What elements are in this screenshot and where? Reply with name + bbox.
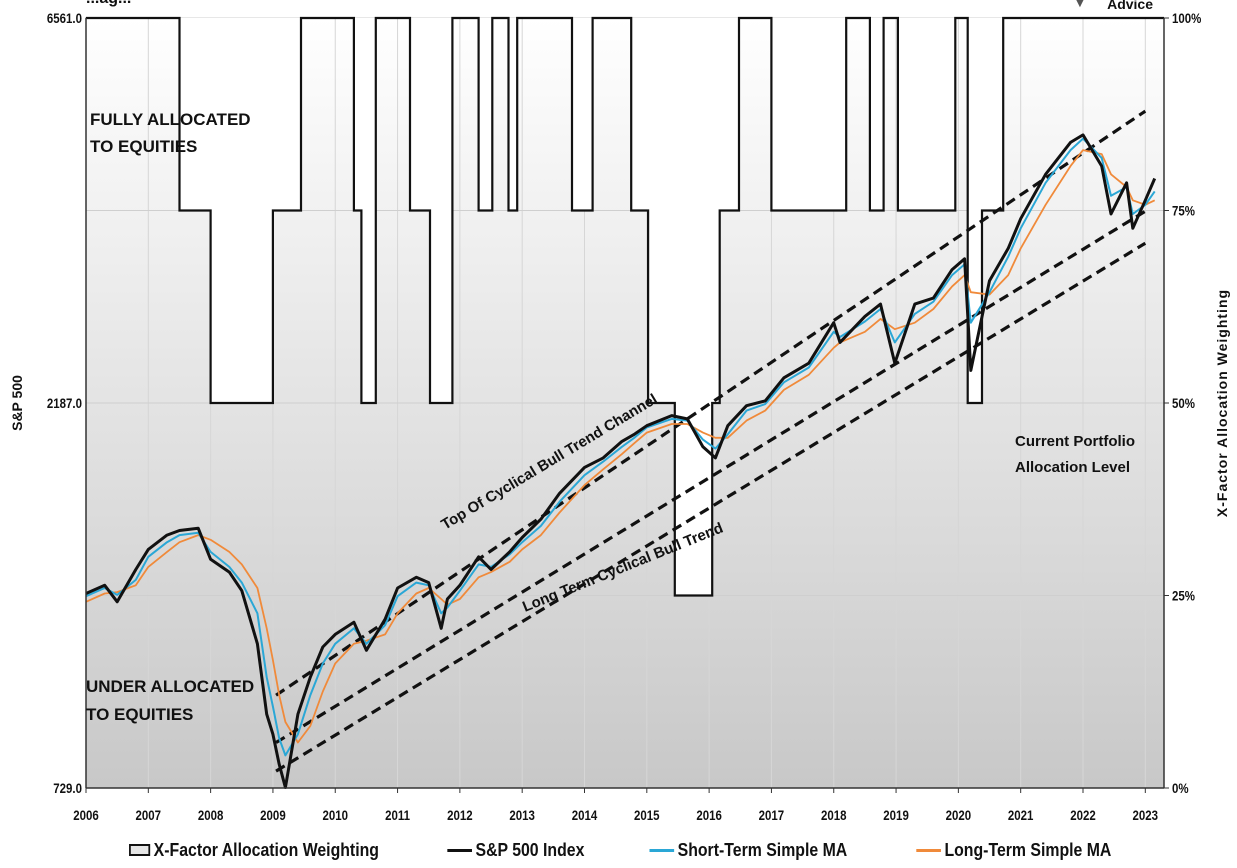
x-tick-label-2016: 2016	[696, 807, 722, 823]
allocation-area	[86, 18, 1164, 596]
legend-item-allocation: X-Factor Allocation Weighting	[129, 840, 379, 861]
annotation-under-allocated-2: TO EQUITIES	[86, 705, 193, 724]
x-tick-label-2018: 2018	[821, 807, 847, 823]
right-tick-label-75%: 75%	[1172, 202, 1196, 218]
legend-label-allocation: X-Factor Allocation Weighting	[154, 839, 380, 860]
axis-layer: 2006 2007 2008 2009 2010 2011 2012 2013 2014 2015…	[47, 10, 1202, 823]
x-tick-label-2014: 2014	[572, 807, 598, 823]
chart-title-fragment: ...ag...	[86, 0, 131, 8]
right-tick-label-100%: 100%	[1172, 10, 1202, 26]
x-tick-label-2022: 2022	[1070, 807, 1096, 823]
annotation-fully-allocated-2: TO EQUITIES	[90, 137, 197, 156]
x-tick-label-2019: 2019	[883, 807, 909, 823]
x-tick-label-2020: 2020	[946, 807, 972, 823]
left-tick-label-2187.0: 2187.0	[47, 395, 82, 411]
x-tick-label-2011: 2011	[385, 807, 410, 823]
legend-swatch-sp500	[447, 848, 473, 852]
annotation-under-allocated-1: UNDER ALLOCATED	[86, 677, 254, 696]
channel-bottom-line	[275, 241, 1147, 773]
series-line-long-term-simple-ma	[85, 149, 1156, 744]
annotation-fully-allocated-1: FULLY ALLOCATED	[90, 110, 251, 129]
right-tick-label-25%: 25%	[1172, 587, 1196, 603]
allocation-layer	[86, 16, 1164, 597]
annotation-current-level-1: Current Portfolio	[1015, 433, 1135, 450]
x-tick-label-2010: 2010	[322, 807, 348, 823]
channel-layer	[275, 109, 1147, 773]
legend-swatch-allocation	[129, 844, 151, 856]
channel-top-line	[275, 109, 1147, 697]
right-axis-label: X-Factor Allocation Weighting	[1214, 289, 1230, 517]
x-tick-label-2021: 2021	[1008, 807, 1034, 823]
series-line-short-term-simple-ma	[85, 137, 1156, 757]
x-tick-label-2012: 2012	[447, 807, 473, 823]
brand-name: Advice	[1107, 0, 1153, 12]
legend-label-sp500: S&P 500 Index	[475, 839, 585, 860]
x-tick-label-2013: 2013	[509, 807, 535, 823]
x-tick-label-2008: 2008	[198, 807, 224, 823]
allocation-line	[86, 16, 1164, 597]
right-tick-label-50%: 50%	[1172, 395, 1196, 411]
right-tick-label-0%: 0%	[1172, 780, 1189, 796]
series-line-s-p-500-index	[85, 133, 1157, 789]
channel-mid-line	[275, 209, 1147, 744]
left-tick-label-6561.0: 6561.0	[47, 10, 82, 26]
series-layer	[85, 133, 1157, 789]
legend-swatch-long-ma	[916, 848, 941, 852]
legend-item-short-ma: Short-Term Simple MA	[649, 839, 848, 861]
x-tick-label-2015: 2015	[634, 807, 660, 823]
x-tick-label-2017: 2017	[759, 807, 785, 823]
legend-item-sp500: S&P 500 Index	[447, 839, 585, 861]
annotation-current-level-2: Allocation Level	[1015, 459, 1130, 476]
x-tick-label-2007: 2007	[136, 807, 162, 823]
x-tick-label-2006: 2006	[73, 807, 99, 823]
legend-item-long-ma: Long-Term Simple MA	[916, 840, 1111, 861]
brand-logo-icon: ▼	[1073, 0, 1087, 10]
x-tick-label-2009: 2009	[260, 807, 286, 823]
legend: X-Factor Allocation Weighting S&P 500 In…	[0, 836, 1237, 864]
legend-label-long-ma: Long-Term Simple MA	[944, 839, 1112, 860]
legend-label-short-ma: Short-Term Simple MA	[677, 839, 848, 860]
legend-swatch-short-ma	[649, 848, 675, 852]
left-axis-label: S&P 500	[9, 375, 25, 431]
left-tick-label-729.0: 729.0	[53, 780, 82, 796]
x-tick-label-2023: 2023	[1133, 807, 1159, 823]
